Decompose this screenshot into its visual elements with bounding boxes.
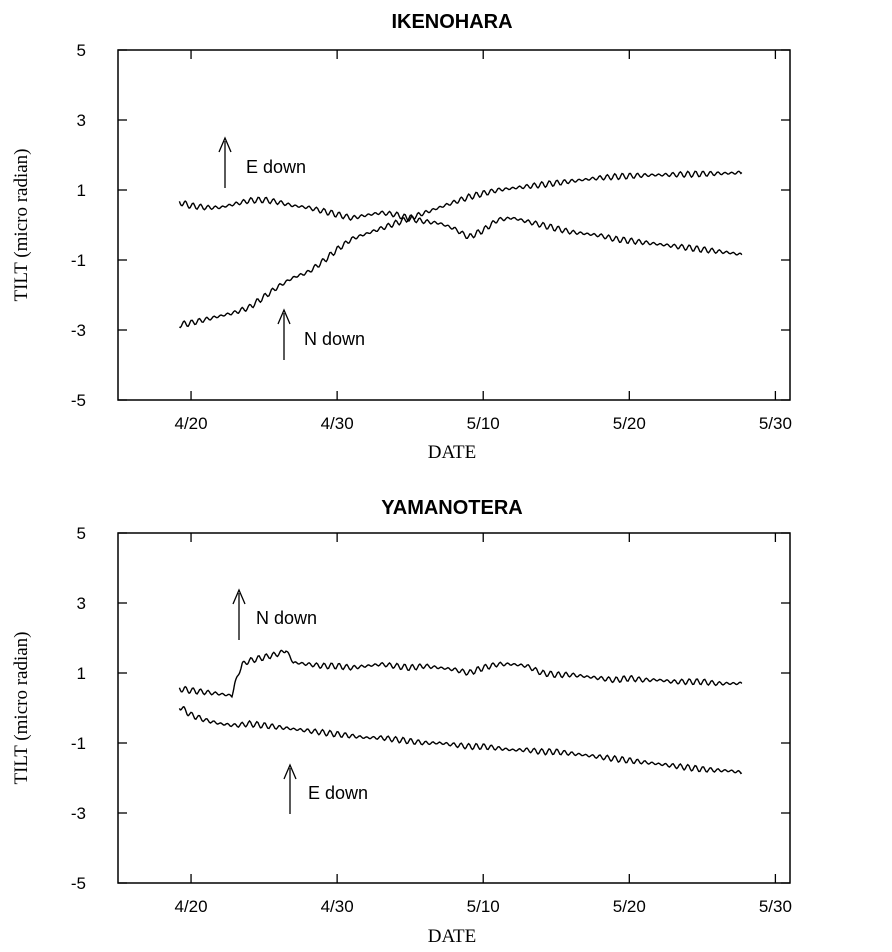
y-tick-label: 1 — [77, 664, 86, 683]
x-axis-label: DATE — [428, 926, 477, 947]
x-tick-label: 4/20 — [174, 897, 207, 916]
series-line-n-down — [178, 649, 743, 699]
n-down-arrow-head — [232, 588, 246, 605]
series-line-n-down — [179, 170, 743, 329]
y-tick-label: 3 — [77, 111, 86, 130]
x-axis-label: DATE — [428, 442, 477, 463]
y-tick-label: -1 — [71, 251, 86, 270]
y-tick-label: 3 — [77, 594, 86, 613]
n-down-annotation: N down — [304, 329, 365, 349]
y-tick-label: -5 — [71, 874, 86, 893]
y-tick-label: 5 — [77, 41, 86, 60]
series-line-e-down — [178, 706, 743, 775]
y-tick-label: -1 — [71, 734, 86, 753]
panel-ikenohara: IKENOHARA 4/20 4/30 5/10 5/20 5/30-5-3-1135 … — [11, 11, 792, 463]
x-tick-label: 5/10 — [467, 897, 500, 916]
y-tick-label: 5 — [77, 524, 86, 543]
y-axis-label: TILT (micro radian) — [11, 148, 32, 301]
series-line-e-down — [178, 196, 743, 256]
e-down-annotation: E down — [308, 783, 368, 803]
x-tick-label: 4/30 — [321, 897, 354, 916]
e-down-annotation: E down — [246, 157, 306, 177]
y-tick-label: 1 — [77, 181, 86, 200]
y-tick-label: -3 — [71, 321, 86, 340]
panel-yamanotera: YAMANOTERA 4/20 4/30 5/10 5/20 5/30 -5 -3 -1 1 3 5… — [11, 497, 792, 947]
y-tick-label: -3 — [71, 804, 86, 823]
e-down-arrow-head — [283, 763, 297, 780]
e-down-arrow-head — [218, 136, 232, 153]
n-down-annotation: N down — [256, 608, 317, 628]
plot-frame — [117, 49, 791, 401]
chart-title: IKENOHARA — [391, 11, 512, 33]
chart-title: YAMANOTERA — [381, 497, 523, 519]
y-tick-label: -5 — [71, 391, 86, 410]
axis-ticks: 4/20 4/30 5/10 5/20 5/30 -5 -3 -1 1 3 5 — [71, 41, 792, 433]
x-tick-label: 5/20 — [613, 897, 646, 916]
plot-frame — [117, 532, 791, 884]
axis-ticks: 4/20 4/30 5/10 5/20 5/30 -5 -3 -1 1 3 5 — [71, 524, 792, 916]
data-series — [178, 649, 743, 775]
y-axis-label: TILT (micro radian) — [11, 631, 32, 784]
x-tick-label: 5/10 — [467, 414, 500, 433]
x-tick-label: 5/20 — [613, 414, 646, 433]
x-tick-label: 4/20 — [174, 414, 207, 433]
x-tick-label: 5/30 — [759, 897, 792, 916]
data-series — [178, 170, 743, 329]
x-tick-label: 4/30 — [321, 414, 354, 433]
x-tick-label: 5/30 — [759, 414, 792, 433]
n-down-arrow-head — [277, 308, 291, 325]
